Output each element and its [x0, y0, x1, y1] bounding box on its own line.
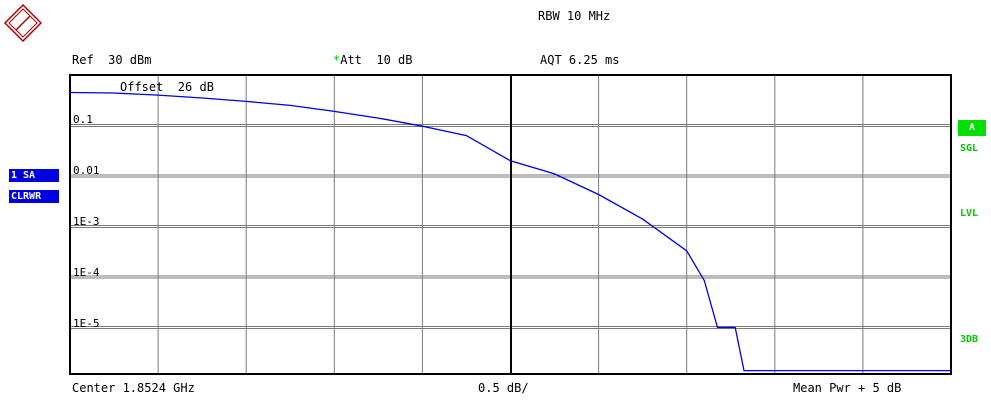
a-status-badge: A — [958, 120, 986, 136]
trace-layer — [69, 91, 951, 372]
lvl-status: LVL — [960, 208, 979, 219]
rs-logo — [4, 4, 42, 42]
ref-level-label: Ref 30 dBm — [72, 53, 152, 67]
rbw-label: RBW 10 MHz — [538, 9, 611, 23]
ytick-label-1e-3: 1E-3 — [73, 215, 100, 228]
ytick-label-1e-5: 1E-5 — [73, 317, 100, 330]
att-value: Att 10 dB — [340, 53, 413, 67]
att-star-marker: * — [333, 53, 341, 67]
offset-annotation: Offset 26 dB — [120, 80, 214, 94]
trace-mode-clrwr-badge[interactable]: CLRWR — [9, 190, 59, 203]
trace-1-sa-badge[interactable]: 1 SA — [9, 169, 59, 182]
att-label: *Att 10 dB — [333, 53, 412, 67]
ytick-label-0.1: 0.1 — [73, 113, 93, 126]
center-frequency-label: Center 1.8524 GHz — [72, 381, 195, 395]
aqt-label: AQT 6.25 ms — [540, 53, 620, 67]
mean-power-label: Mean Pwr + 5 dB — [793, 381, 902, 395]
3db-status: 3DB — [960, 334, 979, 345]
ccdf-trace-line — [69, 91, 951, 372]
x-scale-label: 0.5 dB/ — [478, 381, 529, 395]
ytick-label-0.01: 0.01 — [73, 164, 100, 177]
ytick-label-1e-4: 1E-4 — [73, 266, 100, 279]
sgl-status: SGL — [960, 143, 979, 154]
